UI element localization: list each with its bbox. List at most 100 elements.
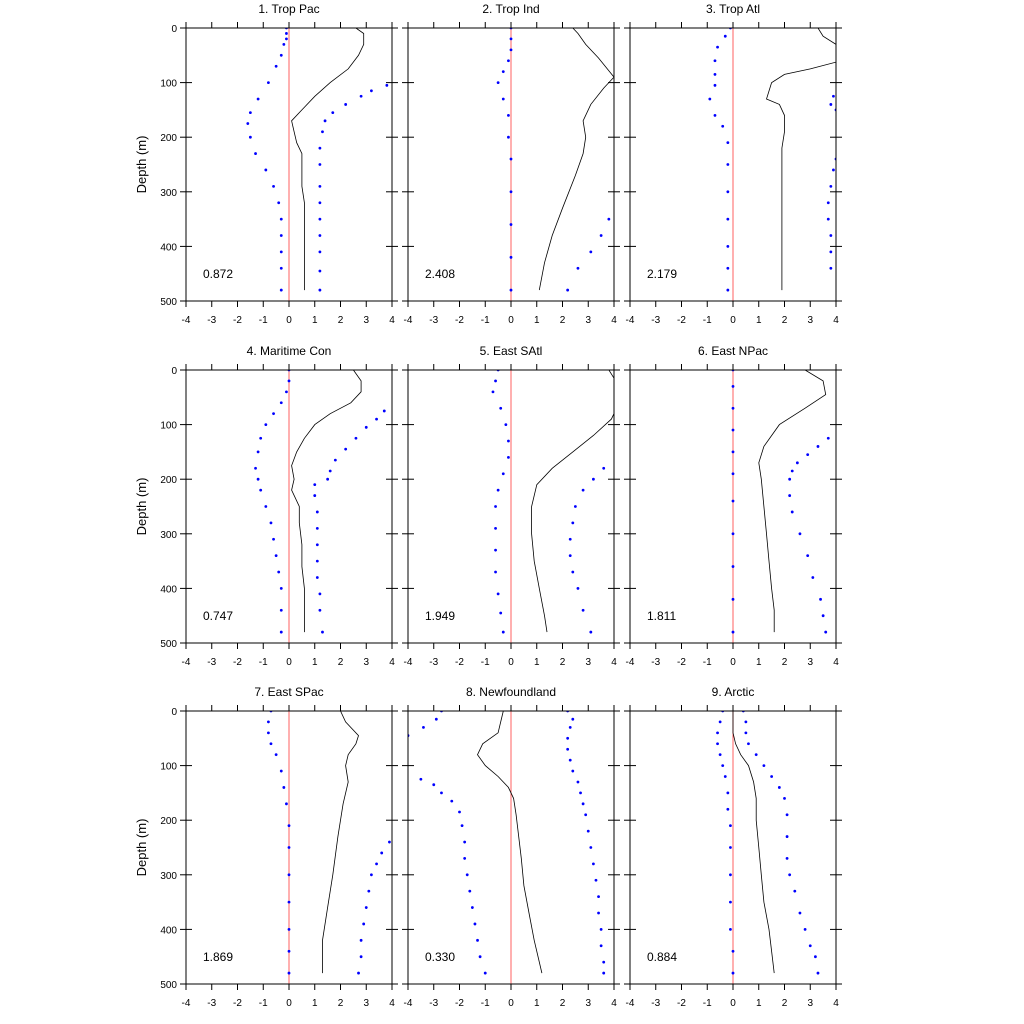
x-tick-label: 1 bbox=[312, 998, 318, 1009]
x-tick-label: 2 bbox=[782, 998, 788, 1009]
lower-bound-point bbox=[729, 900, 732, 904]
y-axis-label: Depth (m) bbox=[134, 819, 149, 877]
upper-bound-point bbox=[362, 922, 366, 926]
lower-bound-point bbox=[279, 288, 283, 292]
lower-bound-point bbox=[731, 949, 735, 953]
lower-bound-point bbox=[259, 436, 263, 440]
upper-bound-point bbox=[592, 862, 595, 866]
lower-bound-point bbox=[509, 157, 513, 161]
y-tick-label: 200 bbox=[160, 475, 177, 486]
lower-bound-point bbox=[277, 570, 281, 574]
upper-bound-point bbox=[607, 217, 611, 221]
panel-title: 1. Trop Pac bbox=[258, 2, 319, 16]
y-tick-label: 300 bbox=[160, 530, 177, 541]
lower-bound-point bbox=[269, 742, 273, 746]
lower-bound-point bbox=[277, 201, 281, 205]
panel-4: 4. Maritime Con 0 100 200 300 400 500 -4 -3 -2 -1 0… bbox=[134, 344, 398, 668]
lower-bound-point bbox=[279, 608, 283, 612]
upper-bound-point bbox=[832, 94, 835, 98]
upper-bound-point bbox=[829, 266, 833, 270]
lower-bound-point bbox=[494, 526, 497, 530]
x-tick-label: 4 bbox=[833, 315, 839, 326]
upper-bound-point bbox=[785, 813, 789, 817]
upper-bound-point bbox=[367, 889, 371, 893]
lower-bound-point bbox=[731, 532, 735, 536]
upper-bound-point bbox=[589, 846, 593, 849]
lower-bound-point bbox=[274, 753, 278, 757]
lower-bound-point bbox=[287, 873, 291, 877]
upper-bound-point bbox=[803, 928, 807, 931]
upper-bound-point bbox=[344, 447, 348, 451]
y-tick-label: 300 bbox=[160, 188, 177, 199]
upper-bound-point bbox=[602, 971, 606, 975]
x-tick-label: 2 bbox=[782, 315, 788, 326]
upper-bound-point bbox=[811, 576, 815, 579]
lower-bound-point bbox=[279, 234, 283, 237]
upper-bound-point bbox=[829, 184, 833, 188]
upper-bound-point bbox=[832, 168, 835, 172]
upper-bound-point bbox=[568, 725, 572, 729]
x-tick-label: -3 bbox=[429, 998, 438, 1009]
lower-bound-point bbox=[509, 255, 513, 259]
x-tick-label: 2 bbox=[338, 315, 344, 326]
lower-bound-point bbox=[726, 163, 730, 166]
lower-bound-point bbox=[501, 630, 505, 634]
upper-bound-point bbox=[323, 119, 327, 123]
lower-bound-point bbox=[267, 81, 270, 84]
mean-profile-line bbox=[758, 370, 827, 633]
lower-bound-point bbox=[499, 611, 503, 615]
lower-bound-point bbox=[494, 570, 497, 574]
upper-bound-point bbox=[318, 163, 322, 166]
upper-bound-point bbox=[594, 878, 598, 882]
panel-value-label: 0.872 bbox=[203, 267, 233, 281]
lower-bound-point bbox=[248, 111, 252, 115]
upper-bound-point bbox=[806, 554, 810, 558]
x-tick-label: -3 bbox=[429, 315, 438, 326]
panel-7: 7. East SPac 0 100 200 300 400 500 -4 -3 -2 -1 0 1 2 3… bbox=[134, 685, 398, 1009]
x-tick-label: -1 bbox=[481, 998, 490, 1009]
upper-bound-point bbox=[814, 955, 817, 959]
upper-bound-point bbox=[385, 83, 389, 87]
upper-bound-point bbox=[785, 835, 789, 838]
lower-bound-point bbox=[256, 97, 260, 101]
panel-marks bbox=[246, 28, 389, 292]
upper-bound-point bbox=[597, 911, 600, 915]
x-tick-label: 4 bbox=[389, 315, 395, 326]
lower-bound-point bbox=[729, 928, 732, 931]
lower-bound-point bbox=[501, 70, 505, 74]
lower-bound-point bbox=[716, 731, 719, 735]
x-tick-label: -2 bbox=[455, 315, 464, 326]
x-tick-label: 1 bbox=[312, 657, 318, 668]
panel-title: 4. Maritime Con bbox=[247, 344, 332, 358]
x-tick-label: -1 bbox=[481, 657, 490, 668]
x-tick-label: -4 bbox=[404, 998, 413, 1009]
panel-value-label: 1.869 bbox=[203, 950, 233, 964]
lower-bound-point bbox=[279, 53, 283, 57]
y-tick-label: 400 bbox=[160, 584, 177, 595]
y-tick-label: 200 bbox=[160, 133, 177, 144]
x-tick-label: -3 bbox=[207, 657, 216, 668]
upper-bound-point bbox=[571, 570, 575, 574]
upper-bound-point bbox=[829, 234, 833, 237]
x-tick-label: 3 bbox=[585, 998, 591, 1009]
upper-bound-point bbox=[770, 775, 774, 778]
upper-bound-point bbox=[315, 559, 319, 563]
x-tick-label: -2 bbox=[677, 998, 686, 1009]
lower-bound-point bbox=[501, 97, 505, 101]
mean-profile-line bbox=[538, 28, 614, 291]
lower-bound-point bbox=[254, 466, 257, 470]
lower-bound-point bbox=[246, 122, 250, 125]
lower-bound-point bbox=[476, 938, 479, 942]
upper-bound-point bbox=[331, 111, 335, 115]
lower-bound-point bbox=[509, 190, 513, 194]
lower-bound-point bbox=[726, 288, 730, 292]
upper-bound-point bbox=[816, 445, 820, 448]
upper-bound-point bbox=[586, 829, 590, 833]
upper-bound-point bbox=[571, 521, 575, 525]
y-tick-label: 500 bbox=[160, 980, 177, 991]
x-tick-label: -1 bbox=[703, 657, 712, 668]
lower-bound-point bbox=[460, 824, 464, 828]
upper-bound-point bbox=[573, 505, 577, 508]
upper-bound-point bbox=[364, 906, 368, 909]
